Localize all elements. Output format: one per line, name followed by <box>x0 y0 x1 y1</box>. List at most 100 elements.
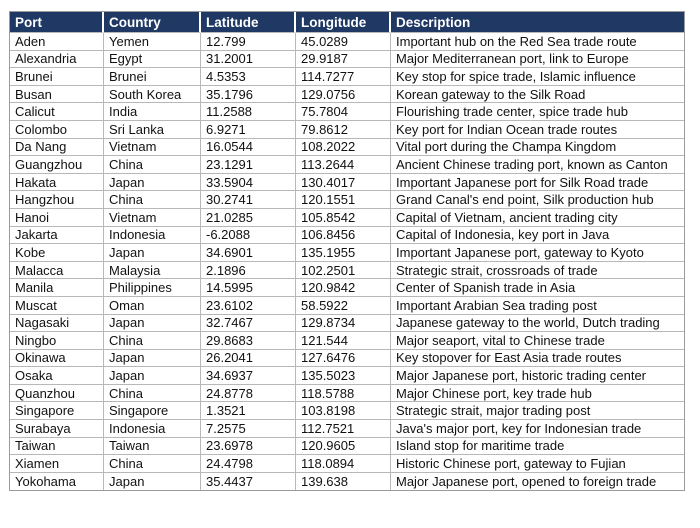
cell-description: Major Japanese port, historic trading ce… <box>391 367 684 385</box>
cell-port: Busan <box>10 85 104 104</box>
cell-description: Capital of Indonesia, key port in Java <box>391 226 684 245</box>
cell-country: China <box>104 191 201 209</box>
cell-port: Jakarta <box>10 226 104 245</box>
cell-port: Quanzhou <box>10 384 104 403</box>
cell-country: Sri Lanka <box>104 120 201 139</box>
cell-latitude: 12.799 <box>201 33 296 51</box>
cell-longitude: 135.5023 <box>296 367 391 385</box>
cell-longitude: 121.544 <box>296 332 391 350</box>
cell-port: Muscat <box>10 296 104 315</box>
cell-country: Yemen <box>104 33 201 51</box>
cell-port: Taiwan <box>10 437 104 456</box>
cell-port: Brunei <box>10 68 104 86</box>
cell-longitude: 127.6476 <box>296 349 391 368</box>
cell-description: Grand Canal's end point, Silk production… <box>391 191 684 209</box>
table-row: Surabaya Indonesia 7.2575 112.7521 Java's ma… <box>10 420 684 438</box>
cell-latitude: 31.2001 <box>201 50 296 69</box>
cell-longitude: 129.8734 <box>296 314 391 333</box>
cell-latitude: 34.6937 <box>201 367 296 385</box>
cell-country: India <box>104 103 201 121</box>
cell-country: South Korea <box>104 85 201 104</box>
cell-country: Indonesia <box>104 420 201 438</box>
column-header-description: Description <box>391 12 684 33</box>
cell-latitude: 29.8683 <box>201 332 296 350</box>
table-row: Singapore Singapore 1.3521 103.8198 Strategi… <box>10 402 684 421</box>
cell-country: Singapore <box>104 402 201 421</box>
column-header-port: Port <box>10 12 104 33</box>
cell-longitude: 139.638 <box>296 472 391 491</box>
cell-description: Important Japanese port for Silk Road tr… <box>391 173 684 192</box>
cell-latitude: 35.1796 <box>201 85 296 104</box>
table-row: Yokohama Japan 35.4437 139.638 Major Japanes… <box>10 472 684 491</box>
table-row: Manila Philippines 14.5995 120.9842 Center o… <box>10 279 684 297</box>
table-row: Taiwan Taiwan 23.6978 120.9605 Island stop f… <box>10 437 684 456</box>
cell-port: Malacca <box>10 261 104 280</box>
table-row: Hangzhou China 30.2741 120.1551 Grand Canal'… <box>10 191 684 209</box>
cell-longitude: 120.9605 <box>296 437 391 456</box>
cell-latitude: 2.1896 <box>201 261 296 280</box>
cell-longitude: 108.2022 <box>296 138 391 157</box>
cell-latitude: 24.8778 <box>201 384 296 403</box>
cell-longitude: 75.7804 <box>296 103 391 121</box>
cell-description: Japanese gateway to the world, Dutch tra… <box>391 314 684 333</box>
cell-latitude: 1.3521 <box>201 402 296 421</box>
cell-description: Major Chinese port, key trade hub <box>391 384 684 403</box>
cell-port: Xiamen <box>10 455 104 473</box>
table-row: Brunei Brunei 4.5353 114.7277 Key stop for s… <box>10 68 684 86</box>
table-row: Malacca Malaysia 2.1896 102.2501 Strategic s… <box>10 261 684 280</box>
table-row: Osaka Japan 34.6937 135.5023 Major Japanese … <box>10 367 684 385</box>
cell-longitude: 105.8542 <box>296 208 391 227</box>
cell-description: Ancient Chinese trading port, known as C… <box>391 156 684 174</box>
cell-description: Strategic strait, crossroads of trade <box>391 261 684 280</box>
cell-description: Important Japanese port, gateway to Kyot… <box>391 244 684 262</box>
cell-latitude: 7.2575 <box>201 420 296 438</box>
cell-longitude: 113.2644 <box>296 156 391 174</box>
cell-description: Island stop for maritime trade <box>391 437 684 456</box>
cell-latitude: 23.6102 <box>201 296 296 315</box>
cell-latitude: 11.2588 <box>201 103 296 121</box>
cell-country: Japan <box>104 244 201 262</box>
cell-port: Colombo <box>10 120 104 139</box>
column-header-country: Country <box>104 12 201 33</box>
cell-country: Indonesia <box>104 226 201 245</box>
cell-longitude: 135.1955 <box>296 244 391 262</box>
cell-latitude: 32.7467 <box>201 314 296 333</box>
table-row: Colombo Sri Lanka 6.9271 79.8612 Key port fo… <box>10 120 684 139</box>
cell-description: Key stop for spice trade, Islamic influe… <box>391 68 684 86</box>
cell-longitude: 103.8198 <box>296 402 391 421</box>
cell-latitude: 33.5904 <box>201 173 296 192</box>
cell-country: Japan <box>104 349 201 368</box>
cell-country: China <box>104 156 201 174</box>
cell-port: Singapore <box>10 402 104 421</box>
cell-description: Strategic strait, major trading post <box>391 402 684 421</box>
table-row: Muscat Oman 23.6102 58.5922 Important Arabia… <box>10 296 684 315</box>
ports-table-container: Port Country Latitude Longitude Descript… <box>9 11 685 492</box>
cell-longitude: 130.4017 <box>296 173 391 192</box>
cell-description: Major Japanese port, opened to foreign t… <box>391 472 684 491</box>
cell-description: Key port for Indian Ocean trade routes <box>391 120 684 139</box>
cell-longitude: 112.7521 <box>296 420 391 438</box>
cell-latitude: 23.1291 <box>201 156 296 174</box>
ports-table: Port Country Latitude Longitude Descript… <box>9 11 685 492</box>
cell-port: Nagasaki <box>10 314 104 333</box>
cell-port: Yokohama <box>10 472 104 491</box>
cell-latitude: 4.5353 <box>201 68 296 86</box>
cell-port: Hangzhou <box>10 191 104 209</box>
cell-latitude: -6.2088 <box>201 226 296 245</box>
cell-description: Center of Spanish trade in Asia <box>391 279 684 297</box>
cell-port: Ningbo <box>10 332 104 350</box>
cell-description: Important Arabian Sea trading post <box>391 296 684 315</box>
cell-country: Malaysia <box>104 261 201 280</box>
cell-port: Calicut <box>10 103 104 121</box>
cell-longitude: 118.5788 <box>296 384 391 403</box>
cell-latitude: 24.4798 <box>201 455 296 473</box>
table-row: Nagasaki Japan 32.7467 129.8734 Japanese gat… <box>10 314 684 333</box>
cell-description: Major Mediterranean port, link to Europe <box>391 50 684 69</box>
cell-longitude: 102.2501 <box>296 261 391 280</box>
cell-port: Okinawa <box>10 349 104 368</box>
cell-longitude: 118.0894 <box>296 455 391 473</box>
cell-country: Taiwan <box>104 437 201 456</box>
cell-description: Key stopover for East Asia trade routes <box>391 349 684 368</box>
table-row: Busan South Korea 35.1796 129.0756 Korean ga… <box>10 85 684 104</box>
cell-description: Capital of Vietnam, ancient trading city <box>391 208 684 227</box>
